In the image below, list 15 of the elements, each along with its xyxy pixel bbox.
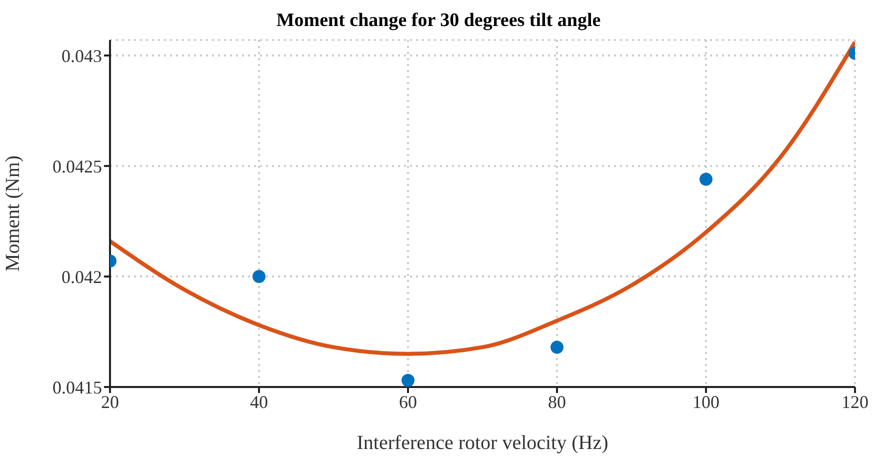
y-tick-label: 0.0415 (52, 377, 102, 398)
x-axis-title: Interference rotor velocity (Hz) (356, 432, 608, 454)
point (402, 374, 414, 387)
x-tick-label: 100 (692, 392, 720, 412)
y-tick-label: 0.042 (62, 266, 102, 287)
point (550, 340, 564, 354)
chart-title: Moment change for 30 degrees tilt angle (275, 10, 602, 32)
y-tick-label: 0.043 (62, 46, 102, 66)
x-tick-label: 60 (399, 392, 417, 412)
x-tick-label: 40 (250, 392, 268, 412)
x-tick-label: 80 (548, 392, 566, 412)
y-tick-label: 0.0425 (52, 156, 102, 176)
x-tick-label: 120 (842, 392, 868, 412)
y-axis-title: Moment (Nm) (2, 155, 24, 272)
x-tick-label: 20 (101, 392, 119, 412)
